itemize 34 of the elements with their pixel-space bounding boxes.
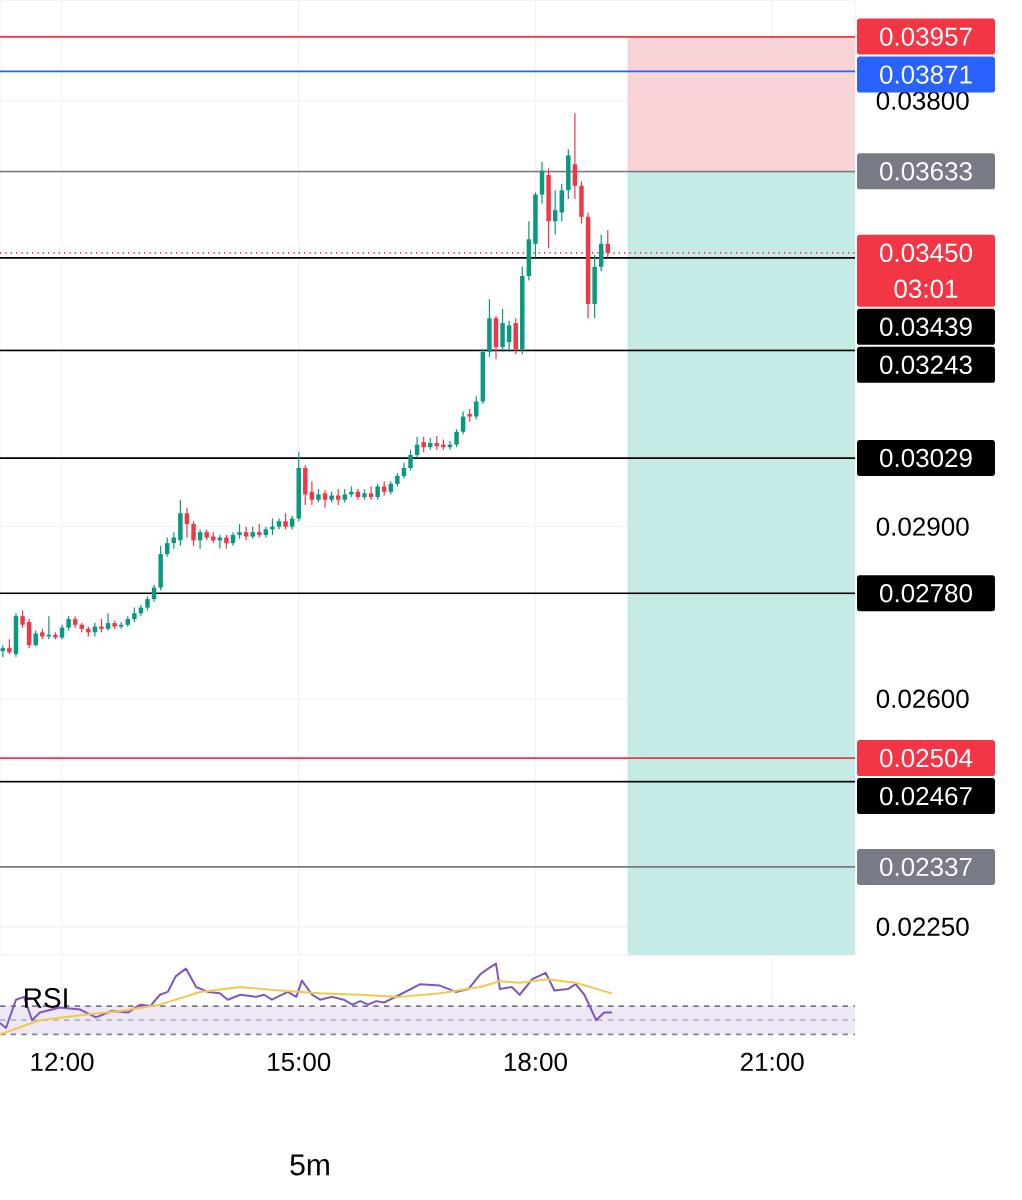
candlestick [506,320,512,353]
candlestick [164,536,170,558]
candlestick [408,449,413,472]
candlestick [322,489,328,509]
candlestick [474,395,479,420]
text: 03:01 [894,279,958,298]
candlestick [368,485,374,501]
ref-line-label: 0.02504 [880,748,973,768]
candlestick [191,520,196,547]
ref-line-label: 0.02780 [880,584,972,603]
candlestick [105,612,111,632]
ref-line-label: 0.03450 [880,243,972,262]
y-tick-label: 0.02600 [876,689,969,708]
text: RSI [25,988,67,1008]
candlestick [572,112,578,200]
x-tick-label: 21:00 [740,1052,804,1072]
ref-line-label: 0.03633 [880,162,972,181]
ref-line-label: 0.03243 [880,355,972,374]
ref-line-label: 0.02467 [880,786,972,806]
ref-line-label: 0.03957 [880,27,972,46]
y-tick-label: 0.02900 [876,517,969,536]
ref-line-label: 0.03029 [880,448,972,468]
x-tick-label: 15:00 [268,1052,331,1072]
candlestick [539,161,545,205]
text: 5m [290,1154,329,1176]
ref-line-label: 0.03439 [880,317,972,336]
ref-line-label: 0.02337 [880,857,972,877]
x-tick-label: 12:00 [31,1052,94,1072]
candlestick [243,526,249,541]
ref-line-label: 0.03871 [880,65,972,84]
y-tick-label: 0.03800 [876,91,969,110]
candlestick [184,507,190,539]
x-tick-label: 18:00 [504,1052,567,1072]
y-tick-label: 0.02250 [876,917,969,936]
